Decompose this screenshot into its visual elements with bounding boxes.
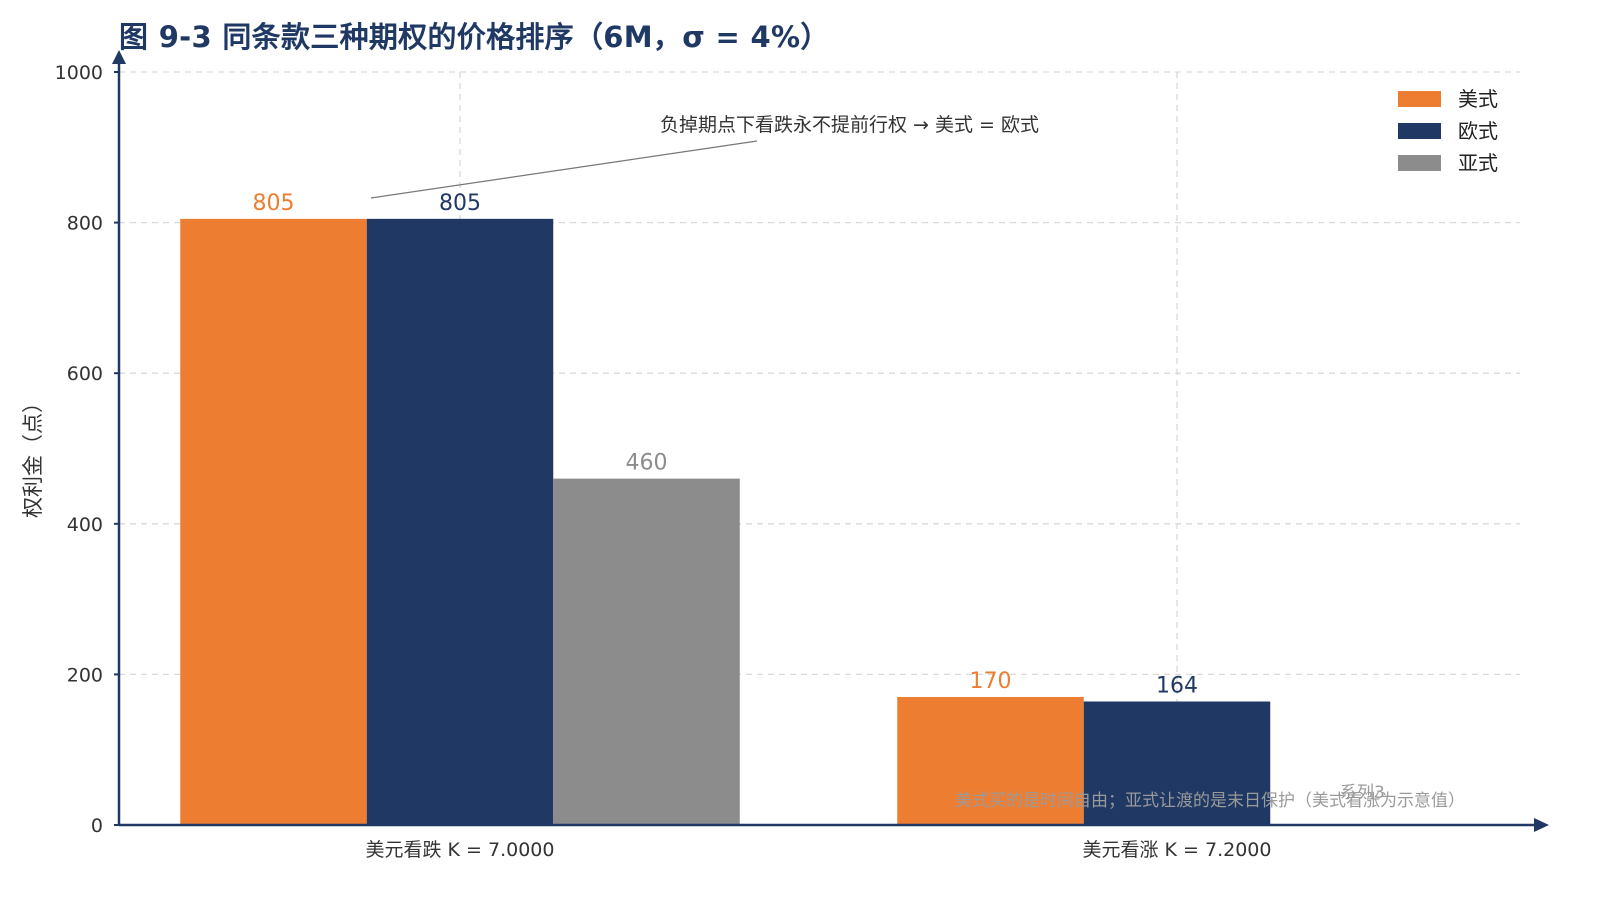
legend-swatch-1 (1398, 91, 1441, 107)
y-tick-label: 0 (91, 815, 103, 837)
legend-label-1: 美式 (1458, 87, 1498, 111)
legend-label-2: 欧式 (1458, 119, 1498, 143)
x-axis-arrow (1534, 818, 1549, 832)
bar-2-cat-2 (1083, 701, 1271, 825)
bar-1-cat-2 (897, 696, 1084, 825)
data-label: 805 (253, 191, 295, 216)
y-tick-label: 400 (67, 514, 103, 536)
data-label: 460 (626, 451, 668, 476)
x-category-label: 美元看跌 K = 7.0000 (366, 839, 555, 861)
x-category-label: 美元看涨 K = 7.2000 (1083, 839, 1272, 861)
legend-swatch-2 (1398, 123, 1441, 139)
legend-label-3: 亚式 (1458, 151, 1498, 175)
y-tick-label: 200 (67, 664, 103, 686)
annotation-text: 负掉期点下看跌永不提前行权 → 美式 = 欧式 (660, 114, 1039, 136)
y-tick-label: 1000 (55, 62, 103, 84)
legend-swatch-3 (1398, 155, 1441, 171)
y-tick-label: 600 (67, 363, 103, 385)
bar-3-cat-1 (553, 478, 740, 825)
footnote-overlap-text: 系列3 (1340, 783, 1385, 803)
bar-2-cat-1 (366, 218, 554, 825)
data-label: 805 (439, 191, 481, 216)
y-axis-arrow (112, 50, 126, 64)
chart-title: 图 9-3 同条款三种期权的价格排序（6M，σ = 4%） (119, 20, 830, 54)
annotation-leader (370, 140, 758, 199)
bar-1-cat-1 (180, 218, 367, 825)
y-tick-label: 800 (67, 213, 103, 235)
footnote-text: 美式买的是时间自由；亚式让渡的是末日保护（美式看涨为示意值） (955, 791, 1465, 811)
y-axis-title: 权利金（点） (21, 392, 45, 518)
data-label: 164 (1156, 674, 1198, 699)
data-label: 170 (970, 669, 1012, 694)
